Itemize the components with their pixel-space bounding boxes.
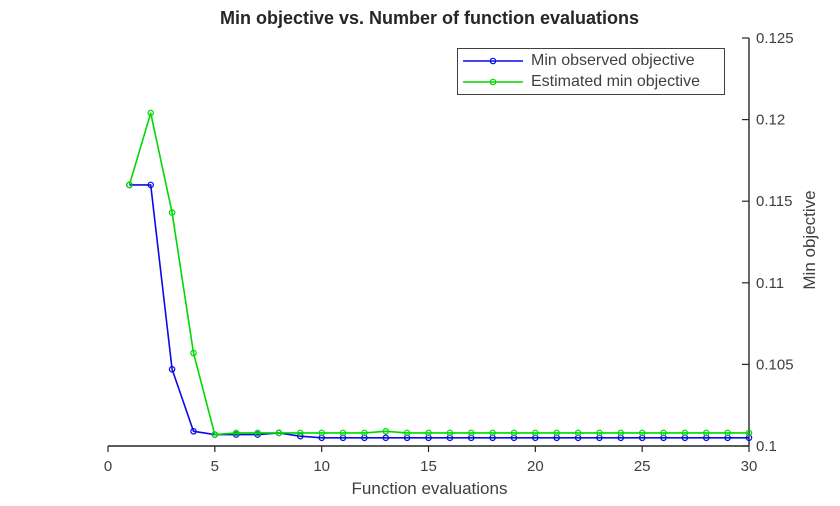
x-tick-label: 10	[313, 458, 330, 475]
series-marker-estimated-min	[702, 429, 710, 437]
series-marker-estimated-min	[596, 429, 603, 437]
x-tick-label: 15	[420, 458, 437, 475]
legend-label-min-observed: Min observed objective	[531, 51, 695, 69]
x-axis-label: Function evaluations	[351, 479, 508, 498]
y-tick-label: 0.125	[756, 30, 794, 47]
series-marker-estimated-min	[232, 429, 240, 437]
series-marker-estimated-min	[617, 429, 625, 437]
series-marker-estimated-min	[296, 429, 304, 437]
series-marker-estimated-min	[510, 429, 518, 437]
y-tick-label: 0.115	[756, 193, 792, 210]
series-line-min-observed	[129, 184, 749, 439]
chart-title: Min objective vs. Number of function eva…	[219, 8, 640, 28]
y-axis-label: Min objective	[800, 190, 819, 290]
y-tick-label: 0.12	[756, 112, 785, 129]
legend-item-min-observed: Min observed objective	[458, 50, 724, 71]
legend-line-sample-observed	[463, 57, 523, 65]
series-marker-estimated-min	[553, 429, 561, 437]
x-tick-label: 0	[104, 458, 112, 475]
legend-item-estimated-min: Estimated min objective	[458, 72, 724, 93]
series-marker-estimated-min	[147, 109, 155, 117]
series-marker-estimated-min	[190, 349, 197, 357]
y-tick-label: 0.1	[756, 438, 777, 455]
series-marker-estimated-min	[339, 429, 347, 437]
series-marker-estimated-min	[446, 429, 454, 437]
series-marker-estimated-min	[660, 429, 667, 437]
series-marker-estimated-min	[724, 429, 731, 437]
x-tick-label: 25	[634, 458, 651, 475]
series-marker-min-observed	[382, 434, 390, 442]
y-tick-label: 0.105	[756, 356, 794, 373]
x-tick-label: 5	[211, 458, 219, 475]
series-marker-estimated-min	[467, 429, 475, 437]
series-marker-estimated-min	[403, 429, 411, 437]
series-marker-estimated-min	[681, 429, 689, 437]
series-marker-min-observed	[168, 365, 176, 373]
x-tick-label: 30	[741, 458, 758, 475]
series-marker-estimated-min	[489, 429, 496, 437]
series-marker-estimated-min	[425, 429, 432, 437]
series-marker-estimated-min	[745, 429, 753, 437]
legend-marker-icon	[489, 78, 497, 86]
series-marker-estimated-min	[275, 429, 283, 437]
y-tick-label: 0.11	[756, 275, 784, 292]
legend-marker-icon	[489, 57, 497, 65]
series-marker-estimated-min	[574, 429, 582, 437]
series-marker-estimated-min	[168, 209, 176, 216]
series-marker-estimated-min	[126, 181, 133, 189]
legend: Min observed objective Estimated min obj…	[457, 48, 725, 95]
series-marker-min-observed	[190, 427, 197, 435]
legend-line-sample-estimated	[463, 78, 523, 86]
series-marker-estimated-min	[638, 429, 646, 437]
series-line-estimated-min	[128, 112, 749, 436]
series-marker-estimated-min	[531, 429, 539, 437]
series-marker-min-observed	[147, 181, 155, 189]
legend-label-estimated-min: Estimated min objective	[531, 73, 700, 91]
series-marker-estimated-min	[254, 429, 261, 437]
series-marker-estimated-min	[211, 431, 219, 438]
series-marker-estimated-min	[318, 429, 326, 437]
series-marker-estimated-min	[382, 427, 390, 435]
series-marker-estimated-min	[361, 429, 368, 437]
x-tick-label: 20	[527, 458, 544, 475]
